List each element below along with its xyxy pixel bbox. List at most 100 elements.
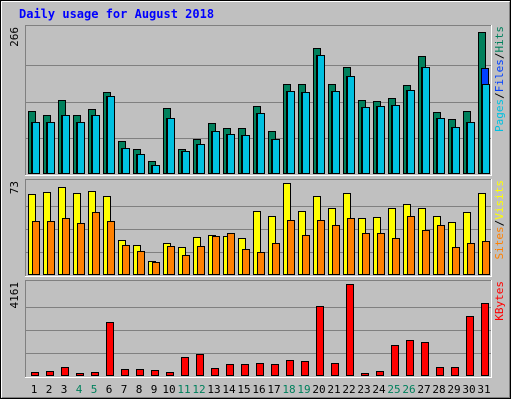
x-tick-label-day-12: 12 [192,383,205,396]
bar-sites-day-26 [407,216,415,275]
x-tick-label-day-29: 29 [447,383,460,396]
panel-kbytes-legend: KBytes [493,281,506,321]
x-tick-label-day-25: 25 [387,383,400,396]
x-tick-label-day-4: 4 [76,383,83,396]
legend-item-visits: Visits [493,180,506,220]
x-tick-label-day-30: 30 [462,383,475,396]
bar-sites-day-31 [482,241,490,275]
bar-pages-day-13 [212,131,220,174]
bar-pages-day-8 [137,154,145,174]
bar-pages-day-28 [437,118,445,174]
bar-sites-day-22 [347,218,355,275]
x-tick-label-day-22: 22 [342,383,355,396]
x-tick-label-day-1: 1 [31,383,38,396]
x-tick-label-day-13: 13 [207,383,220,396]
bar-pages-day-9 [152,165,160,174]
bar-sites-day-19 [302,235,310,275]
x-tick-label-day-24: 24 [372,383,386,396]
bar-sites-day-15 [242,249,250,275]
bar-kbytes-day-5 [91,372,99,376]
panel-visits-sites-legend: Sites/Visits [493,180,506,260]
legend-item-kbytes: KBytes [493,281,506,321]
bar-pages-day-17 [272,139,280,174]
bar-pages-day-7 [122,148,130,174]
chart-title: Daily usage for August 2018 [19,7,214,21]
bar-kbytes-day-12 [196,354,204,376]
bar-pages-day-25 [392,105,400,174]
bar-kbytes-day-27 [421,342,429,376]
legend-item-pages: Pages [493,99,506,132]
bar-pages-day-4 [77,122,85,174]
x-tick-label-day-3: 3 [61,383,68,396]
panel-kbytes-max-label: 4161 [8,282,21,309]
bar-sites-day-18 [287,220,295,275]
bar-pages-day-16 [257,113,265,174]
legend-item-hits: Hits [493,26,506,53]
bar-kbytes-day-2 [46,371,54,376]
bar-pages-day-11 [182,151,190,174]
bar-sites-day-13 [212,236,220,275]
bar-kbytes-day-11 [181,357,189,376]
bar-sites-day-17 [272,243,280,275]
bar-kbytes-day-13 [211,368,219,376]
bar-pages-day-3 [62,115,70,174]
bar-kbytes-day-26 [406,340,414,376]
bar-sites-day-9 [152,262,160,275]
bar-pages-day-5 [92,115,100,174]
bar-sites-day-2 [47,221,55,275]
bar-sites-day-12 [197,246,205,275]
bar-pages-day-23 [362,107,370,174]
legend-separator: / [493,220,506,227]
legend-separator: / [493,92,506,99]
bar-sites-day-4 [77,223,85,275]
bar-kbytes-day-14 [226,364,234,376]
bar-kbytes-day-10 [166,372,174,376]
bar-sites-day-25 [392,238,400,275]
bar-kbytes-day-31 [481,303,489,376]
bar-kbytes-day-17 [271,364,279,376]
bar-kbytes-day-29 [451,367,459,376]
legend-item-sites: Sites [493,226,506,259]
bar-kbytes-day-1 [31,372,39,376]
bar-sites-day-5 [92,212,100,275]
x-tick-label-day-11: 11 [177,383,190,396]
bar-pages-day-10 [167,118,175,174]
bar-kbytes-day-18 [286,360,294,376]
bar-sites-day-21 [332,225,340,275]
bar-kbytes-day-25 [391,345,399,376]
x-tick-label-day-17: 17 [267,383,280,396]
bar-kbytes-day-28 [436,367,444,376]
bar-pages-day-19 [302,92,310,174]
panel-kbytes-bg [25,280,492,378]
bar-sites-day-8 [137,251,145,275]
bar-pages-day-27 [422,67,430,174]
x-tick-label-day-15: 15 [237,383,250,396]
bar-kbytes-day-20 [316,306,324,376]
bar-pages-day-22 [347,76,355,174]
bar-sites-day-16 [257,252,265,275]
bar-kbytes-day-23 [361,373,369,376]
bar-pages-day-29 [452,127,460,174]
bar-kbytes-day-24 [376,371,384,376]
x-tick-label-day-20: 20 [312,383,325,396]
bar-pages-day-14 [227,134,235,174]
x-tick-label-day-6: 6 [106,383,113,396]
bar-sites-day-23 [362,233,370,275]
x-tick-label-day-23: 23 [357,383,370,396]
bar-sites-day-29 [452,247,460,275]
bar-kbytes-day-30 [466,316,474,376]
bar-kbytes-day-7 [121,369,129,376]
bar-sites-day-11 [182,255,190,275]
bar-kbytes-day-3 [61,367,69,376]
bar-pages-day-31 [482,84,490,174]
x-tick-label-day-18: 18 [282,383,295,396]
panel-visits-sites-max-label: 73 [8,181,21,194]
bar-pages-day-24 [377,106,385,174]
bar-sites-day-1 [32,221,40,275]
bar-pages-day-26 [407,90,415,174]
x-tick-label-day-14: 14 [222,383,236,396]
bar-kbytes-day-15 [241,364,249,376]
bar-kbytes-day-22 [346,284,354,376]
bar-sites-day-20 [317,220,325,275]
bar-kbytes-day-6 [106,322,114,376]
